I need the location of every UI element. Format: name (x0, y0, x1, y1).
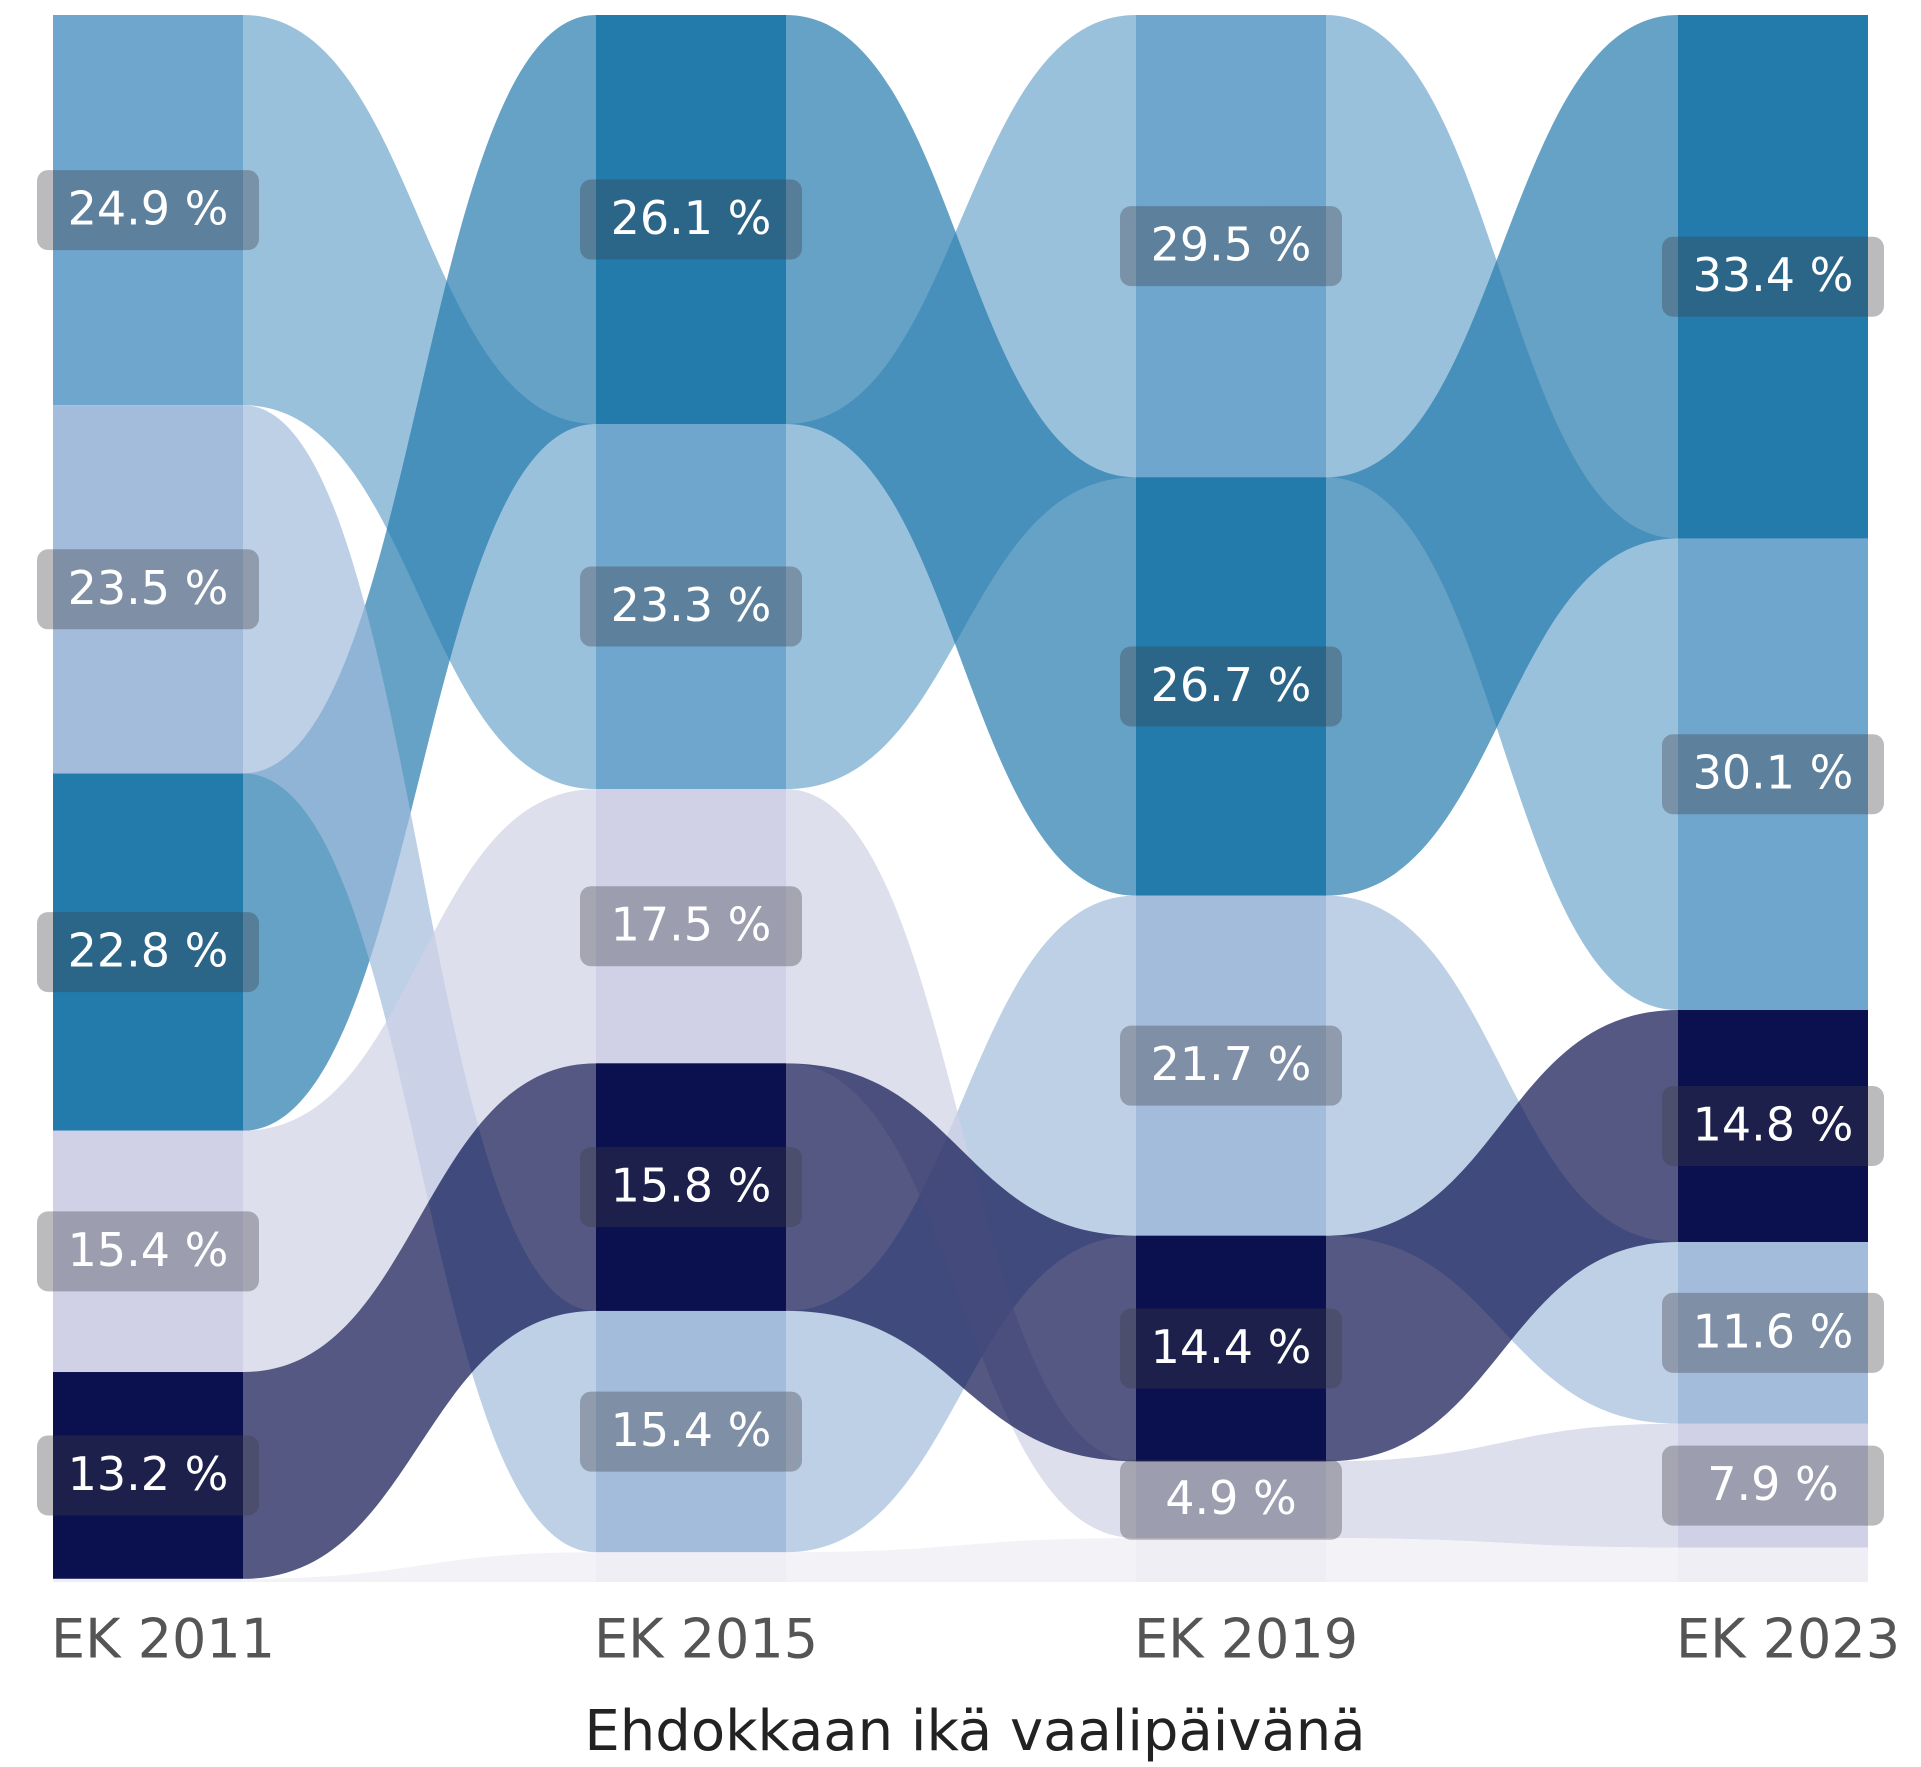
label-box (580, 886, 802, 967)
data-label: 23.3 % (611, 578, 772, 632)
label-box (1120, 1308, 1342, 1389)
ribbons (243, 15, 1868, 1582)
bar (596, 1310, 786, 1553)
bar (596, 789, 786, 1064)
data-label: 21.7 % (1151, 1037, 1312, 1091)
bar (53, 405, 243, 774)
label-box (1662, 1292, 1884, 1373)
bar (1136, 895, 1326, 1236)
data-label: 15.4 % (68, 1223, 229, 1277)
data-label: 14.8 % (1693, 1098, 1854, 1152)
bar (53, 773, 243, 1131)
label-box (1120, 206, 1342, 287)
bar (53, 1578, 243, 1582)
bar (596, 1552, 786, 1582)
label-box (580, 1147, 802, 1228)
data-label: 14.4 % (1151, 1320, 1312, 1374)
bar (53, 1130, 243, 1373)
label-box (580, 566, 802, 647)
data-label: 13.2 % (68, 1447, 229, 1501)
label-box (1662, 236, 1884, 317)
bar (53, 1372, 243, 1579)
bar (596, 1063, 786, 1311)
data-label: 30.1 % (1693, 746, 1854, 800)
bar (1136, 477, 1326, 896)
label-box (1120, 1459, 1342, 1540)
x-axis-title: Ehdokkaan ikä vaalipäivänä (584, 1699, 1365, 1764)
label-box (1120, 646, 1342, 727)
data-label: 11.6 % (1693, 1304, 1854, 1358)
bars (53, 15, 1868, 1582)
x-tick-label: EK 2011 (51, 1608, 275, 1671)
label-box (37, 549, 259, 630)
bar (596, 423, 786, 790)
label-box (1120, 1025, 1342, 1106)
bar (1678, 1241, 1868, 1424)
bar (1136, 15, 1326, 478)
labels: 24.9 % 23.3 % 29.5 % 30.1 % 22.8 % 26.1 % 26.7… (37, 170, 1884, 1540)
data-label: 29.5 % (1151, 218, 1312, 272)
label-box (37, 1211, 259, 1292)
label-box (37, 170, 259, 251)
x-tick-label: EK 2019 (1134, 1608, 1358, 1671)
data-label: 17.5 % (611, 898, 772, 952)
bar (1136, 1538, 1326, 1582)
x-tick-label: EK 2023 (1676, 1608, 1900, 1671)
label-box (1662, 734, 1884, 815)
data-label: 15.8 % (611, 1159, 772, 1213)
data-label: 7.9 % (1707, 1457, 1839, 1511)
data-label: 4.9 % (1165, 1471, 1297, 1525)
x-tick-label: EK 2015 (594, 1608, 818, 1671)
bar (1678, 15, 1868, 539)
data-label: 22.8 % (68, 924, 229, 978)
label-box (37, 912, 259, 993)
data-label: 33.4 % (1693, 248, 1854, 302)
ribbon (243, 405, 786, 1553)
data-label: 26.1 % (611, 191, 772, 245)
label-box (37, 1435, 259, 1516)
label-box (1662, 1445, 1884, 1526)
bar (596, 15, 786, 424)
data-label: 23.5 % (68, 561, 229, 615)
bar (1136, 1235, 1326, 1462)
data-label: 24.9 % (68, 182, 229, 236)
label-box (580, 1391, 802, 1472)
label-box (580, 179, 802, 260)
bar (1678, 1010, 1868, 1242)
label-box (1662, 1086, 1884, 1167)
bar (53, 15, 243, 406)
bar (1678, 1423, 1868, 1548)
data-label: 26.7 % (1151, 658, 1312, 712)
data-label: 15.4 % (611, 1403, 772, 1457)
bar (1678, 1547, 1868, 1582)
bar (1136, 1461, 1326, 1539)
bar (1678, 538, 1868, 1011)
